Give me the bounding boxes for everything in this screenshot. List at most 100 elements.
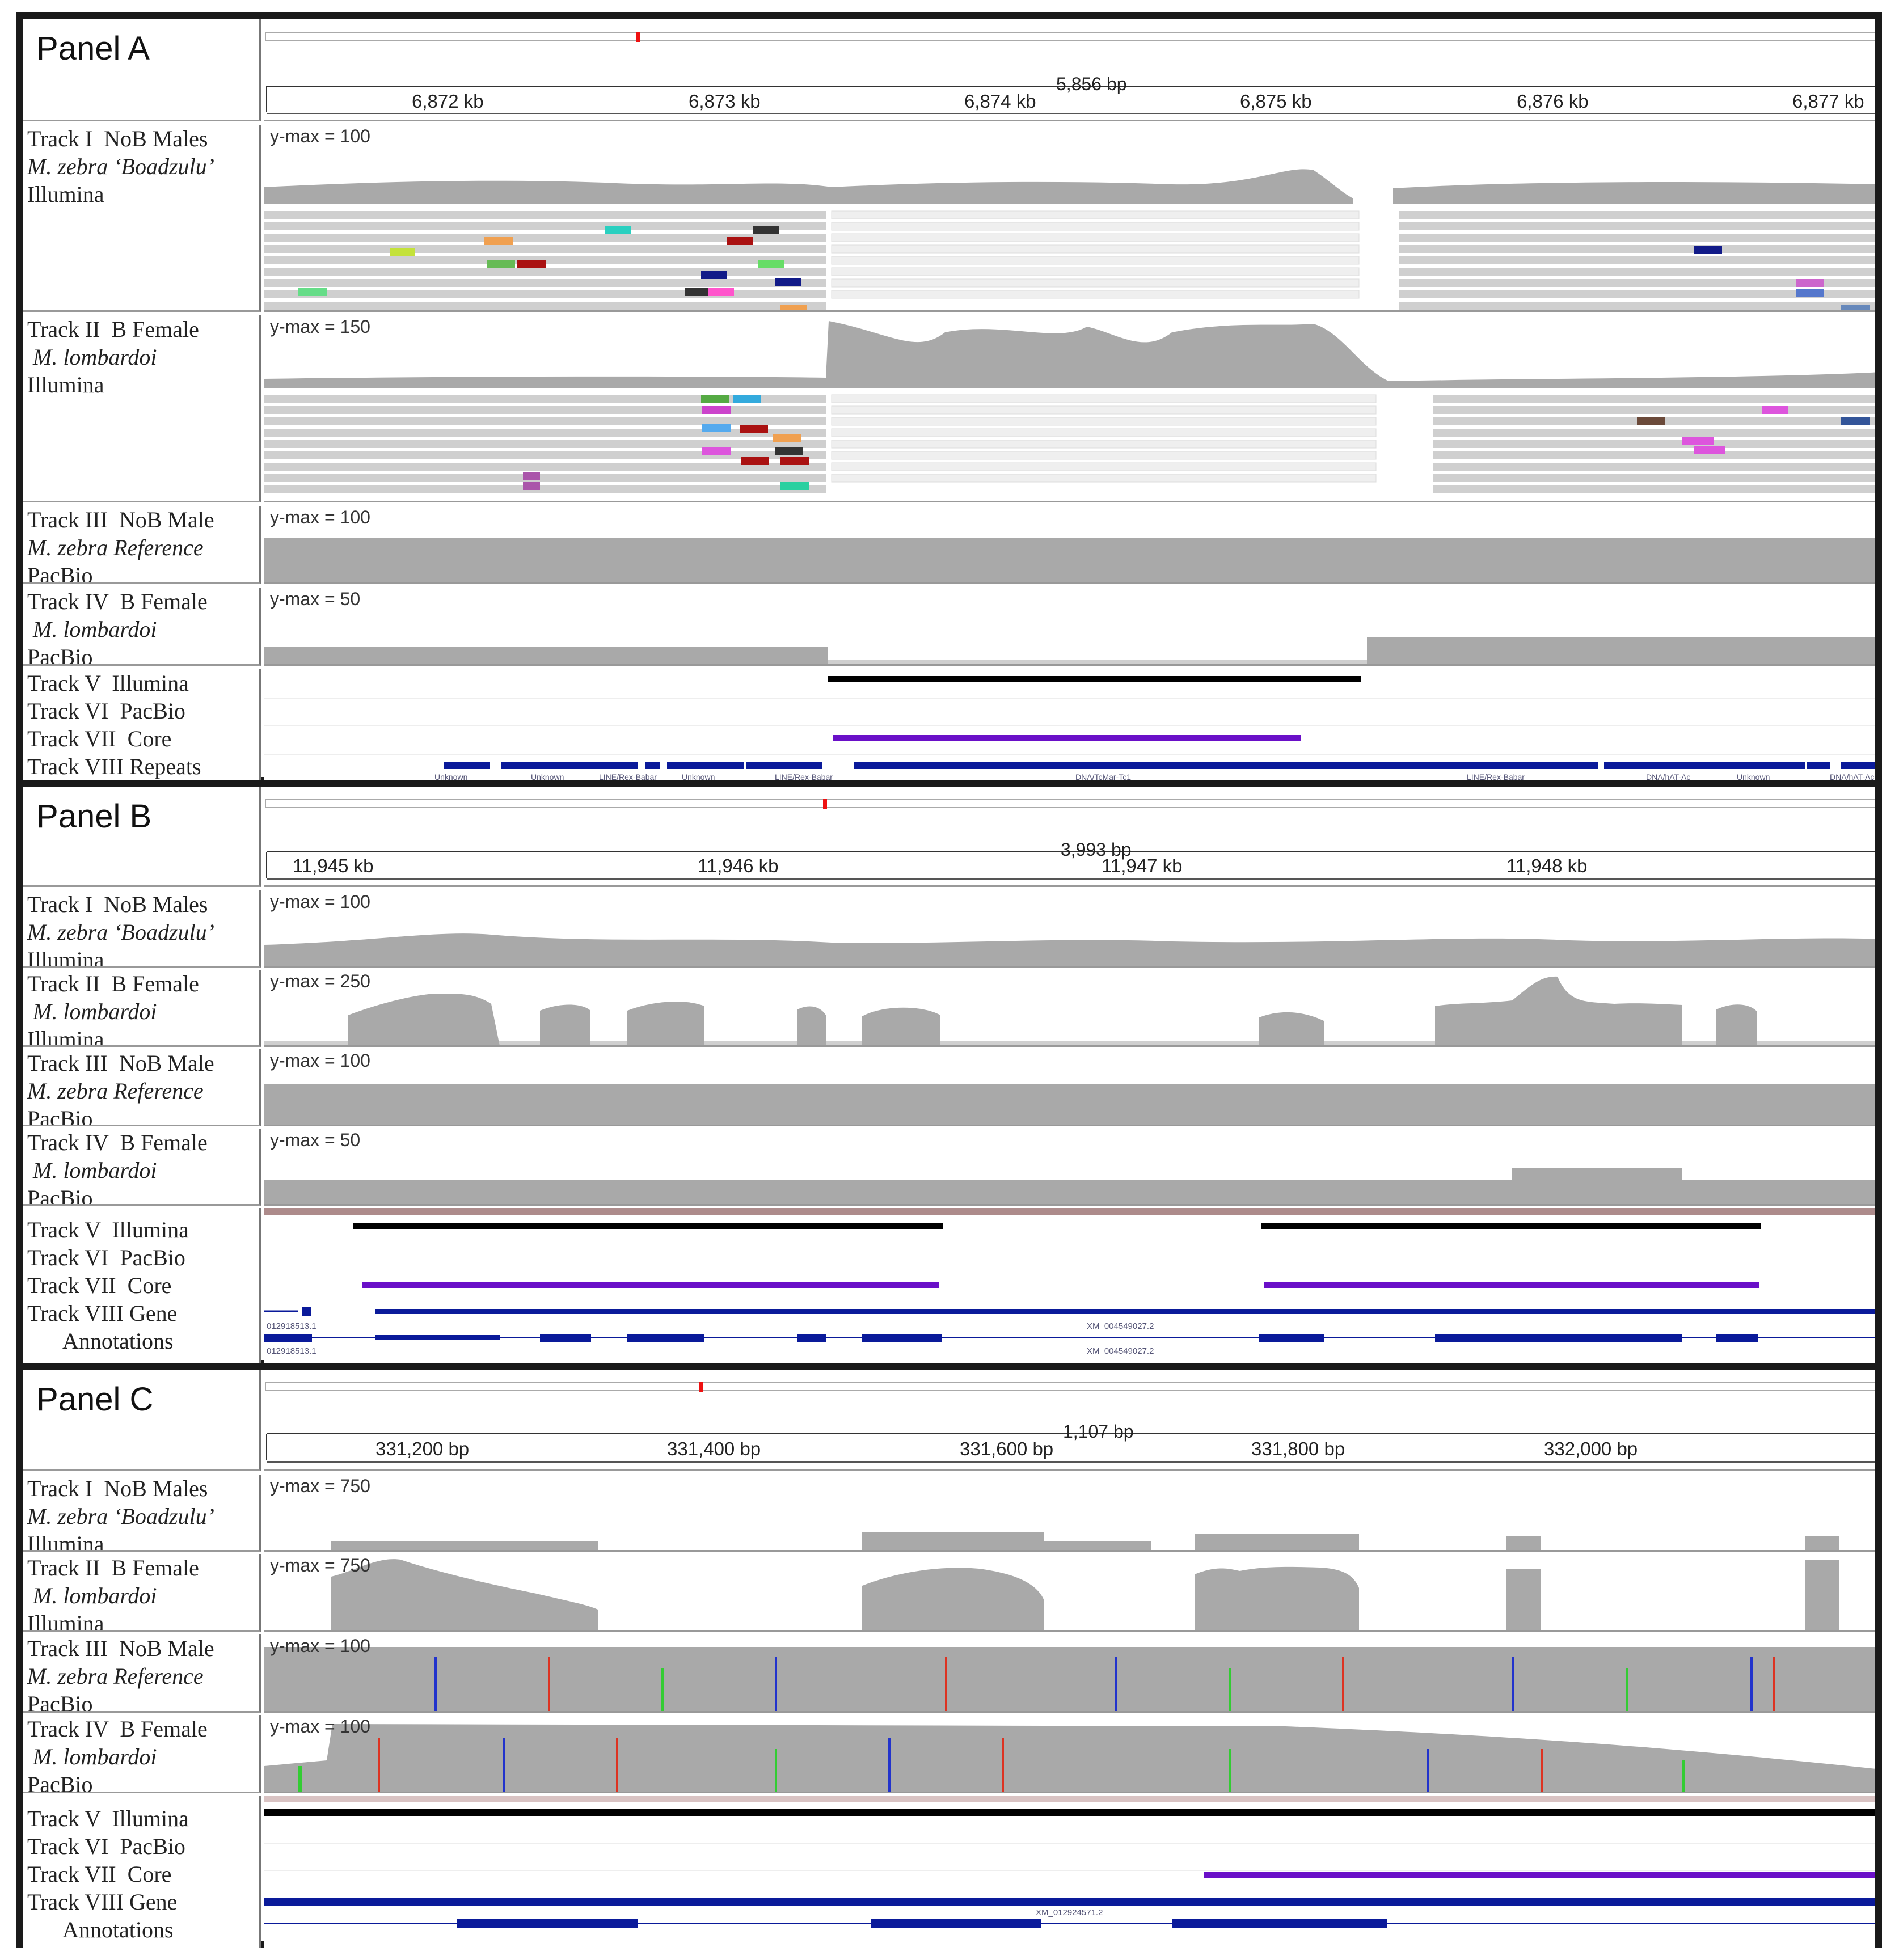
feature-label: Track V Illumina — [27, 1806, 189, 1831]
coverage-track: y-max = 150 — [264, 315, 1875, 502]
coverage-track: y-max = 50 — [264, 588, 1875, 666]
track-tech: PacBio — [27, 1106, 93, 1126]
y-max-label: y-max = 750 — [270, 1476, 370, 1496]
coverage-track: y-max = 750 — [264, 1475, 1875, 1552]
track-label: Track III NoB Male M. zebra Reference Pa… — [23, 1634, 261, 1713]
repeat-name: Unknown — [1737, 772, 1770, 782]
track-label: Track IV B Female M. lombardoi PacBio — [23, 588, 261, 666]
coverage-track: y-max = 100 — [264, 506, 1875, 584]
ruler-tick-label: 331,600 bp — [960, 1438, 1054, 1459]
core-region — [1204, 1872, 1875, 1878]
feature-graphic — [264, 1796, 1875, 1928]
track-name: Track IV B Female — [27, 1130, 208, 1155]
panel-title: Panel A — [36, 30, 150, 67]
track-species: M. lombardoi — [33, 616, 157, 642]
track-label: Track III NoB Male M. zebra Reference Pa… — [23, 1049, 261, 1126]
coverage-track: y-max = 100 — [264, 1634, 1875, 1713]
track-label: Track I NoB Males M. zebra ‘Boadzulu’ Il… — [23, 125, 261, 312]
track-label: Track I NoB Males M. zebra ‘Boadzulu’ Il… — [23, 1475, 261, 1552]
track-tech: PacBio — [27, 563, 93, 584]
feature-label: Annotations — [62, 1917, 174, 1942]
core-region — [362, 1282, 939, 1288]
coverage-graphic — [264, 1647, 1875, 1711]
feature-label: Track VI PacBio — [27, 1834, 185, 1859]
y-max-label: y-max = 50 — [270, 1130, 361, 1150]
feature-label: Track VIII Repeats — [27, 754, 201, 779]
ruler-tick-label: 331,200 bp — [375, 1438, 470, 1459]
illumina-region — [828, 676, 1361, 682]
ruler-span: 3,993 bp — [1061, 839, 1132, 860]
coverage-graphic — [331, 1532, 1839, 1550]
track-tech: PacBio — [27, 644, 93, 666]
track-label: Track IV B Female M. lombardoi PacBio — [23, 1715, 261, 1793]
track-species: M. zebra Reference — [27, 1078, 204, 1104]
panel-c-header: Panel C — [23, 1370, 261, 1471]
track-tech: PacBio — [27, 1772, 93, 1793]
track-name: Track I NoB Males — [27, 892, 208, 917]
track-label: Track II B Female M. lombardoi Illumina — [23, 315, 261, 502]
ruler-tick-label: 11,947 kb — [1102, 855, 1183, 876]
coverage-graphic — [331, 1559, 1839, 1630]
track-name: Track III NoB Male — [27, 1636, 214, 1661]
sequence-strip — [264, 1208, 1875, 1215]
region-indicator — [699, 1382, 703, 1392]
ruler-tick-label: 6,873 kb — [689, 91, 761, 112]
coverage-track: y-max = 750 — [264, 1554, 1875, 1632]
coverage-graphic — [264, 933, 1875, 966]
track-species: M. zebra Reference — [27, 1663, 204, 1689]
track-label: Track I NoB Males M. zebra ‘Boadzulu’ Il… — [23, 890, 261, 968]
track-tech: Illumina — [27, 947, 104, 968]
repeat-name: DNA/hAT-Ac — [1830, 772, 1875, 782]
y-max-label: y-max = 100 — [270, 126, 370, 146]
feature-label: Track VIII Gene — [27, 1889, 178, 1915]
track-name: Track III NoB Male — [27, 507, 214, 533]
track-tech: PacBio — [27, 1185, 93, 1206]
coverage-track: y-max = 100 — [264, 125, 1875, 312]
repeat-name: DNA/TcMar-Tc1 — [1075, 772, 1132, 782]
y-max-label: y-max = 100 — [270, 892, 370, 912]
feature-label: Track V Illumina — [27, 670, 189, 696]
coverage-and-reads — [264, 169, 1875, 310]
track-species: M. lombardoi — [33, 999, 157, 1024]
y-max-label: y-max = 100 — [270, 1050, 370, 1071]
gene-name: XM_004549027.2 — [1087, 1321, 1154, 1331]
track-species: M. zebra ‘Boadzulu’ — [27, 154, 214, 179]
ruler-tick-label: 331,800 bp — [1251, 1438, 1345, 1459]
panel-title: Panel C — [36, 1381, 154, 1418]
ruler-tick-label: 11,945 kb — [293, 855, 374, 876]
panel-title: Panel B — [36, 798, 152, 835]
track-tech: Illumina — [27, 1611, 104, 1632]
track-label: Track III NoB Male M. zebra Reference Pa… — [23, 506, 261, 584]
gene-name: 012918513.1 — [267, 1321, 317, 1331]
y-max-label: y-max = 250 — [270, 971, 370, 991]
ruler-tick-label: 11,946 kb — [698, 855, 779, 876]
panel-b: Panel B 3,993 bp 11,945 kb 11,946 kb 11,… — [16, 780, 1882, 1367]
feature-graphic — [264, 676, 1875, 769]
coverage-graphic — [264, 1724, 1875, 1792]
track-species: M. zebra ‘Boadzulu’ — [27, 1503, 214, 1529]
track-tech: Illumina — [27, 1027, 104, 1047]
feature-label: Track VI PacBio — [27, 698, 185, 724]
illumina-region — [264, 1809, 1875, 1816]
track-species: M. zebra Reference — [27, 535, 204, 560]
track-label: Track II B Female M. lombardoi Illumina — [23, 1554, 261, 1632]
y-max-label: y-max = 100 — [270, 1636, 370, 1656]
ruler-graphic — [265, 32, 1875, 114]
ruler-tick-label: 6,872 kb — [412, 91, 484, 112]
repeat-name: Unknown — [531, 772, 564, 782]
feature-label: Track VI PacBio — [27, 1245, 185, 1270]
illumina-region — [1261, 1223, 1761, 1229]
track-name: Track IV B Female — [27, 1716, 208, 1742]
panel-a-header: Panel A — [23, 19, 261, 121]
track-species: M. zebra ‘Boadzulu’ — [27, 919, 214, 945]
ruler: 3,993 bp 11,945 kb 11,946 kb 11,947 kb 1… — [264, 787, 1875, 887]
panel-a: Panel A 5,856 bp 6,872 kb 6,873 kb 6,874… — [16, 12, 1882, 784]
coverage-track: y-max = 250 — [264, 970, 1875, 1047]
repeat-name: Unknown — [434, 772, 468, 782]
ruler-span: 1,107 bp — [1063, 1421, 1134, 1442]
track-name: Track II B Female — [27, 1555, 199, 1581]
track-name: Track IV B Female — [27, 589, 208, 614]
track-name: Track I NoB Males — [27, 1476, 208, 1501]
track-species: M. lombardoi — [33, 1583, 157, 1608]
track-species: M. lombardoi — [33, 1158, 157, 1183]
